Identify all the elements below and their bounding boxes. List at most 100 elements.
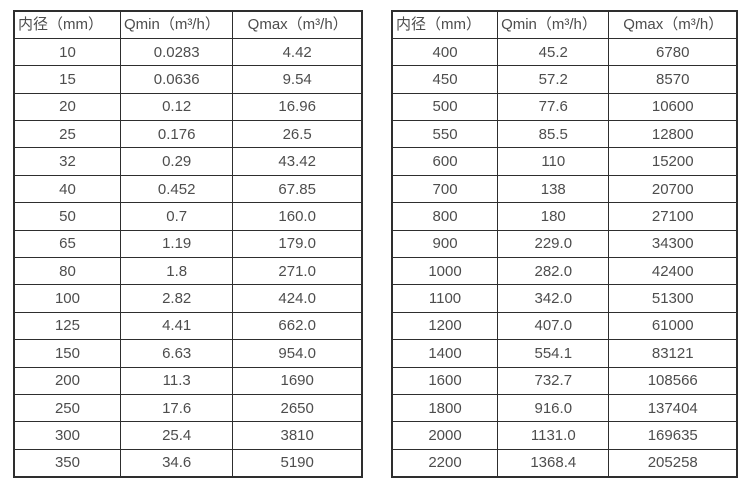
table-row: 1200 407.0 61000 [391, 311, 738, 341]
table-row: 800 180 27100 [391, 202, 738, 231]
table-row: 700 138 20700 [391, 174, 738, 204]
column-header: 内径（mm） [13, 10, 121, 39]
table-row: 350 34.6 5190 [13, 448, 363, 478]
table-cell: 169635 [608, 421, 738, 450]
table-row: 550 85.5 12800 [391, 120, 738, 149]
table-cell: 1600 [391, 366, 499, 395]
table-cell: 1.8 [119, 257, 234, 286]
table-cell: 180 [497, 202, 610, 231]
table-cell: 400 [391, 37, 499, 67]
table-row: 600 110 15200 [391, 147, 738, 176]
table-cell: 407.0 [497, 311, 610, 341]
table-cell: 550 [391, 120, 499, 149]
table-cell: 57.2 [497, 65, 610, 94]
table-cell: 43.42 [232, 147, 363, 176]
table-cell: 1131.0 [497, 421, 610, 450]
table-row: 1800 916.0 137404 [391, 393, 738, 423]
table-cell: 16.96 [232, 92, 363, 122]
table-row: 1000 282.0 42400 [391, 257, 738, 286]
table-cell: 150 [13, 339, 121, 368]
table-cell: 200 [13, 366, 121, 395]
table-cell: 125 [13, 311, 121, 341]
table-row: 1400 554.1 83121 [391, 339, 738, 368]
table-cell: 138 [497, 174, 610, 204]
table-cell: 2.82 [119, 284, 234, 313]
table-row: 1600 732.7 108566 [391, 366, 738, 395]
table-cell: 229.0 [497, 229, 610, 259]
table-cell: 108566 [608, 366, 738, 395]
table-row: 80 1.8 271.0 [13, 257, 363, 286]
table-cell: 0.0636 [119, 65, 234, 94]
table-row: 15 0.0636 9.54 [13, 65, 363, 94]
table-row: 100 2.82 424.0 [13, 284, 363, 313]
table-cell: 40 [13, 174, 121, 204]
table-cell: 32 [13, 147, 121, 176]
table-cell: 1000 [391, 257, 499, 286]
table-cell: 110 [497, 147, 610, 176]
table-cell: 34.6 [119, 448, 234, 478]
table-cell: 42400 [608, 257, 738, 286]
table-cell: 5190 [232, 448, 363, 478]
diameter-flow-table-large: 内径（mm） Qmin（m³/h） Qmax（m³/h） 400 45.2 6780 450… [391, 10, 738, 478]
column-header: Qmax（m³/h） [608, 10, 738, 39]
table-cell: 300 [13, 421, 121, 450]
table-row: 150 6.63 954.0 [13, 339, 363, 368]
table-cell: 0.29 [119, 147, 234, 176]
table-cell: 67.85 [232, 174, 363, 204]
table-cell: 954.0 [232, 339, 363, 368]
table-cell: 83121 [608, 339, 738, 368]
table-cell: 250 [13, 393, 121, 423]
table-cell: 662.0 [232, 311, 363, 341]
table-cell: 282.0 [497, 257, 610, 286]
table-cell: 61000 [608, 311, 738, 341]
table-row: 65 1.19 179.0 [13, 229, 363, 259]
table-cell: 0.12 [119, 92, 234, 122]
table-cell: 100 [13, 284, 121, 313]
table-cell: 15 [13, 65, 121, 94]
table-cell: 51300 [608, 284, 738, 313]
table-cell: 160.0 [232, 202, 363, 231]
table-cell: 0.452 [119, 174, 234, 204]
table-row: 25 0.176 26.5 [13, 120, 363, 149]
table-cell: 2000 [391, 421, 499, 450]
table-cell: 1400 [391, 339, 499, 368]
table-cell: 20 [13, 92, 121, 122]
table-cell: 342.0 [497, 284, 610, 313]
table-cell: 85.5 [497, 120, 610, 149]
table-cell: 554.1 [497, 339, 610, 368]
table-cell: 25 [13, 120, 121, 149]
table-cell: 15200 [608, 147, 738, 176]
table-cell: 1800 [391, 393, 499, 423]
column-header: Qmax（m³/h） [232, 10, 363, 39]
table-cell: 77.6 [497, 92, 610, 122]
table-row: 400 45.2 6780 [391, 37, 738, 67]
table-cell: 2200 [391, 448, 499, 478]
table-cell: 20700 [608, 174, 738, 204]
table-row: 450 57.2 8570 [391, 65, 738, 94]
table-row: 2200 1368.4 205258 [391, 448, 738, 478]
column-header: Qmin（m³/h） [497, 10, 610, 39]
table-row: 200 11.3 1690 [13, 366, 363, 395]
table-row: 900 229.0 34300 [391, 229, 738, 259]
table-cell: 1200 [391, 311, 499, 341]
table-cell: 11.3 [119, 366, 234, 395]
table-cell: 4.41 [119, 311, 234, 341]
table-cell: 10 [13, 37, 121, 67]
table-cell: 25.4 [119, 421, 234, 450]
table-row: 125 4.41 662.0 [13, 311, 363, 341]
table-row: 250 17.6 2650 [13, 393, 363, 423]
table-row: 2000 1131.0 169635 [391, 421, 738, 450]
table-cell: 50 [13, 202, 121, 231]
table-cell: 4.42 [232, 37, 363, 67]
table-row: 20 0.12 16.96 [13, 92, 363, 122]
table-cell: 45.2 [497, 37, 610, 67]
table-cell: 900 [391, 229, 499, 259]
header-row: 内径（mm） Qmin（m³/h） Qmax（m³/h） [13, 10, 363, 39]
table-row: 500 77.6 10600 [391, 92, 738, 122]
table-cell: 0.0283 [119, 37, 234, 67]
table-cell: 179.0 [232, 229, 363, 259]
table-cell: 6780 [608, 37, 738, 67]
table-cell: 916.0 [497, 393, 610, 423]
table-cell: 424.0 [232, 284, 363, 313]
